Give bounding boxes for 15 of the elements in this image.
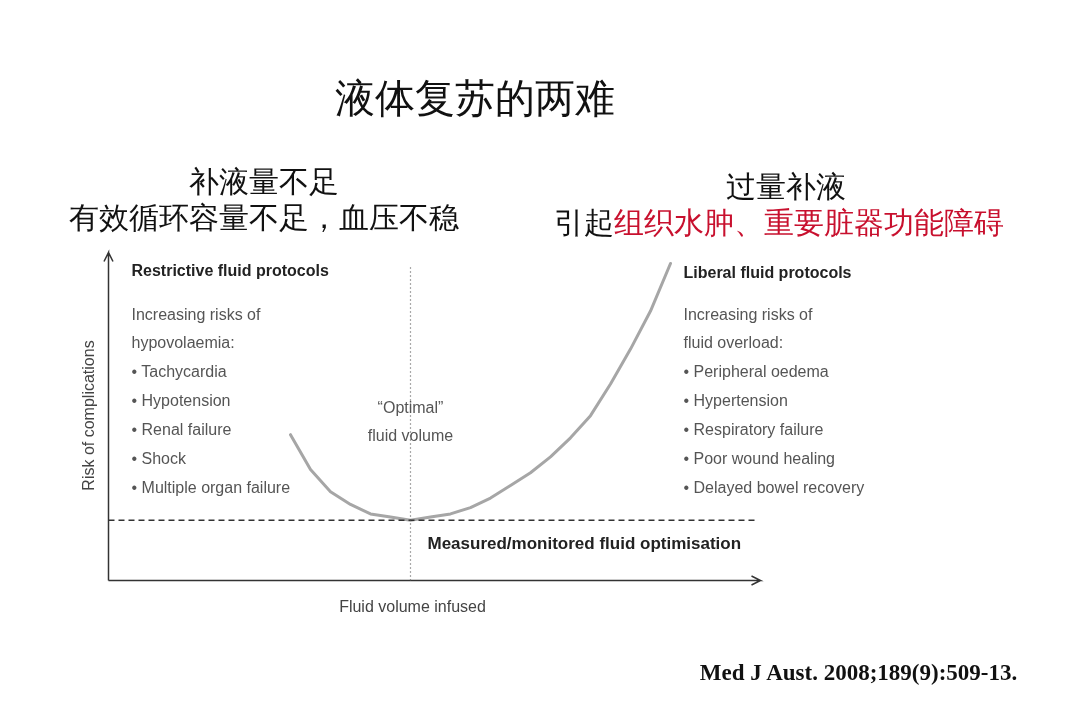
annotation: Increasing risks of hypovolaemia: • Tachycardia • Hypotension • Renal failure • Shock • Multiple organ failure	[131, 305, 291, 496]
text: 组织水肿、重要脏器功能障碍	[613, 205, 1004, 240]
chart-title: 液体复苏的两难	[334, 74, 615, 121]
text: 有效循环容量不足，血压不稳	[68, 200, 459, 235]
y-axis-title: Risk of complications	[80, 340, 97, 491]
annotation: Restrictive fluid protocols	[131, 262, 329, 279]
text: 补液量不足	[188, 164, 339, 199]
text: Med J Aust. 2008;189(9):509-13.	[699, 660, 1018, 685]
x-axis-title: Fluid volume infused	[339, 598, 486, 615]
annotation: Liberal fluid protocols	[683, 264, 852, 281]
annotation: Increasing risks of fluid overload: • Peripheral oedema • Hypertension • Respiratory failure • Poor wound healing • Delayed bowel recovery	[683, 305, 865, 496]
text: 引起	[553, 205, 614, 240]
text: “Optimal” fluid volume	[367, 398, 454, 445]
text: 过量补液	[725, 169, 846, 204]
ref-line-label: Measured/monitored fluid optimisation	[427, 533, 742, 553]
